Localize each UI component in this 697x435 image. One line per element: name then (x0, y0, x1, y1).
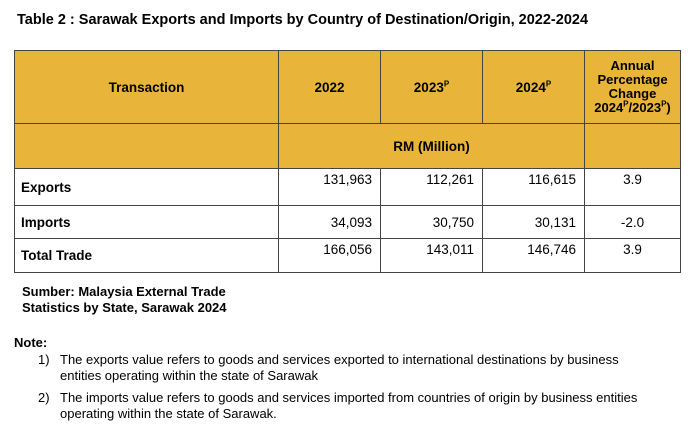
unit-row: RM (Million) (14, 123, 681, 169)
table-title: Table 2 : Sarawak Exports and Imports by… (17, 12, 589, 28)
table-row: Exports 131,963 112,261 116,615 3.9 (14, 168, 681, 206)
source-note: Sumber: Malaysia External Trade Statisti… (22, 284, 227, 315)
header-2022: 2022 (278, 50, 381, 124)
header-2024: 2024P (482, 50, 585, 124)
header-row: Transaction 2022 2023P 2024P Annual Perc… (14, 50, 681, 124)
unit-label: RM (Million) (278, 123, 585, 169)
row-label: Total Trade (14, 238, 279, 273)
trade-table: Transaction 2022 2023P 2024P Annual Perc… (14, 50, 681, 273)
unit-blank-cell (584, 123, 681, 169)
row-label: Imports (14, 205, 279, 239)
header-2023: 2023P (380, 50, 483, 124)
cell-change: 3.9 (584, 168, 681, 206)
cell-2022: 34,093 (278, 205, 381, 239)
cell-change: 3.9 (584, 238, 681, 273)
list-item: 2) The imports value refers to goods and… (38, 390, 638, 421)
cell-2023: 112,261 (380, 168, 483, 206)
cell-2024: 146,746 (482, 238, 585, 273)
notes-list: 1) The exports value refers to goods and… (38, 352, 658, 428)
list-item: 1) The exports value refers to goods and… (38, 352, 619, 383)
table-row: Total Trade 166,056 143,011 146,746 3.9 (14, 238, 681, 273)
table-row: Imports 34,093 30,750 30,131 -2.0 (14, 205, 681, 239)
cell-change: -2.0 (584, 205, 681, 239)
cell-2024: 30,131 (482, 205, 585, 239)
header-transaction: Transaction (14, 50, 279, 124)
header-annual-change: Annual Percentage Change 2024P/2023P) (584, 50, 681, 124)
cell-2024: 116,615 (482, 168, 585, 206)
note-title: Note: (14, 335, 48, 350)
row-label: Exports (14, 168, 279, 206)
cell-2022: 131,963 (278, 168, 381, 206)
cell-2023: 30,750 (380, 205, 483, 239)
cell-2023: 143,011 (380, 238, 483, 273)
cell-2022: 166,056 (278, 238, 381, 273)
unit-blank-cell (14, 123, 279, 169)
